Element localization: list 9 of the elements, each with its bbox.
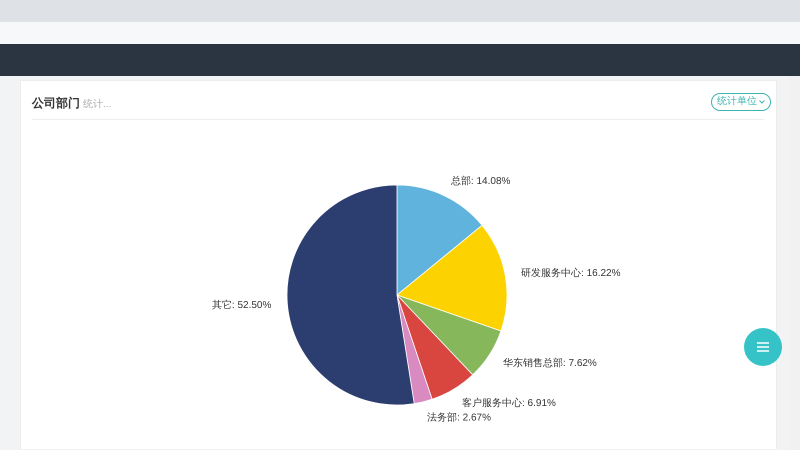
slice-label: 研发服务中心: 16.22% — [521, 266, 621, 279]
text: 公司部门 — [32, 96, 80, 110]
dropdown-button: 统计单位 — [711, 93, 771, 111]
slice-label: 法务部: 2.67% — [427, 411, 492, 424]
slice-label: 其它: 52.50% — [212, 298, 272, 311]
slice-label: 客户服务中心: 6.91% — [462, 396, 556, 409]
text: 统计... — [83, 99, 112, 110]
slice-label: 总部: 14.08% — [450, 175, 511, 188]
slice-label: 华东销售总部: 7.62% — [502, 357, 597, 370]
